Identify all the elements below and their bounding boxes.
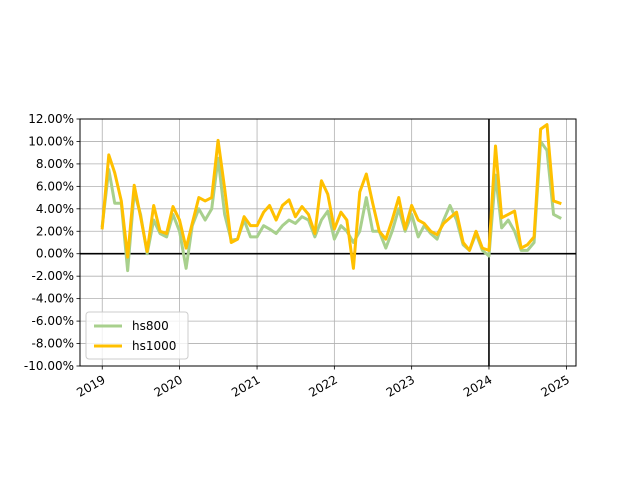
- y-tick-label: 8.00%: [36, 157, 74, 171]
- legend-label-hs1000: hs1000: [132, 339, 176, 353]
- legend: hs800 hs1000: [85, 311, 189, 360]
- series-line-hs1000: [100, 123, 562, 270]
- x-tick-label: 2023: [384, 372, 417, 399]
- legend-label-hs800: hs800: [132, 319, 169, 333]
- y-tick-label: -2.00%: [32, 269, 74, 283]
- x-tick-label: 2024: [461, 372, 494, 399]
- x-tick-label: 2025: [539, 372, 572, 399]
- y-tick-label: 10.00%: [28, 134, 74, 148]
- x-axis: 2019 2020 2021 2022 2023 2024 2025: [74, 366, 572, 400]
- y-tick-label: 2.00%: [36, 224, 74, 238]
- series-line-hs800: [100, 139, 562, 273]
- y-tick-label: 12.00%: [28, 112, 74, 126]
- y-tick-label: -8.00%: [32, 337, 74, 351]
- y-axis: -10.00% -8.00% -6.00% -4.00% -2.00% 0.00% 2.00…: [24, 112, 80, 373]
- plot-frame: [79, 118, 577, 367]
- series-layer: [100, 123, 562, 273]
- y-tick-label: -6.00%: [32, 314, 74, 328]
- y-tick-label: 0.00%: [36, 247, 74, 261]
- y-tick-label: 4.00%: [36, 202, 74, 216]
- y-tick-label: -4.00%: [32, 292, 74, 306]
- x-tick-label: 2021: [229, 372, 262, 399]
- x-tick-label: 2022: [306, 372, 339, 399]
- x-tick-label: 2020: [152, 372, 185, 399]
- x-tick-label: 2019: [74, 372, 107, 399]
- y-tick-label: 6.00%: [36, 179, 74, 193]
- y-tick-label: -10.00%: [24, 359, 74, 373]
